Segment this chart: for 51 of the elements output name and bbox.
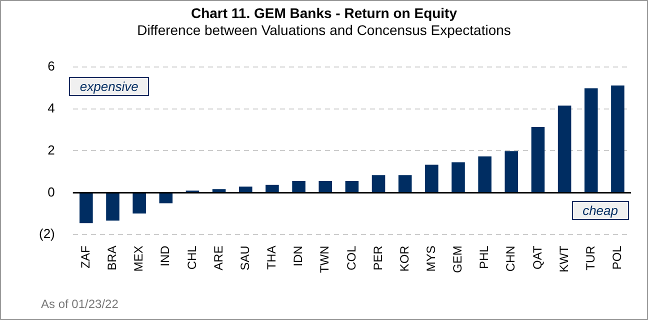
x-tick-label: KOR	[397, 245, 412, 272]
x-tick-label: IDN	[291, 246, 306, 266]
bar	[106, 193, 120, 221]
x-tick-label: KWT	[556, 245, 571, 272]
bar	[584, 88, 598, 192]
bar	[452, 162, 465, 192]
bar	[611, 85, 624, 192]
text: As of 01/23/22	[41, 297, 118, 311]
x-tick-label: SAU	[238, 246, 252, 270]
bar	[318, 180, 332, 192]
bar	[398, 175, 412, 192]
chart-title: Chart 11. GEM Banks - Return on Equity	[190, 5, 458, 21]
x-tick-label: PHL	[477, 245, 492, 270]
chart-subtitle: Difference between Valuations and Concensus Expectations	[136, 22, 512, 38]
x-tick-label: POL	[610, 245, 624, 270]
bar	[345, 180, 359, 192]
y-tick-label: 2	[48, 142, 55, 158]
x-tick-label: IND	[158, 245, 172, 266]
bar	[132, 193, 146, 214]
bar	[80, 193, 93, 224]
x-tick-label: ARE	[211, 246, 226, 270]
x-tick-label: CHN	[504, 246, 518, 272]
bar	[292, 180, 306, 192]
x-tick-label: TUR	[583, 245, 598, 270]
bar	[212, 189, 226, 192]
x-tick-label: COL	[344, 245, 358, 270]
x-tick-label: PER	[370, 245, 385, 270]
bar	[372, 175, 386, 192]
annotation: expensive	[68, 76, 150, 96]
bar	[238, 186, 252, 192]
y-tick-label: 4	[48, 100, 55, 116]
x-tick-label: CHL	[184, 245, 199, 270]
bar	[478, 156, 492, 192]
bar	[531, 127, 545, 192]
y-tick-label: 0	[48, 184, 55, 200]
x-tick-label: ZAF	[78, 246, 92, 268]
bar	[425, 164, 438, 192]
x-tick-label: BRA	[105, 246, 120, 270]
x-tick-label: MYS	[424, 246, 438, 272]
bar	[558, 106, 572, 192]
x-tick-label: MEX	[132, 246, 146, 272]
x-tick-label: GEM	[450, 246, 465, 274]
y-tick-label: 6	[48, 58, 55, 74]
bar	[266, 184, 279, 192]
annotation: cheap	[572, 200, 629, 220]
y-tick-label: (2)	[39, 226, 55, 242]
x-tick-label: TWN	[318, 246, 332, 273]
bar	[504, 151, 518, 192]
x-tick-label: THA	[264, 246, 279, 270]
x-tick-label: QAT	[530, 245, 544, 270]
bar	[159, 193, 173, 204]
